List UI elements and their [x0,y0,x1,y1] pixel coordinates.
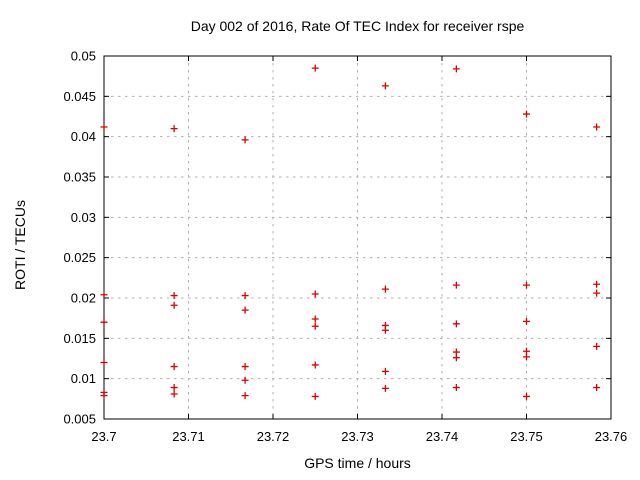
data-point-marker [100,318,108,326]
x-tick-label: 23.73 [341,429,374,444]
x-tick-label: 23.76 [595,429,628,444]
y-tick-label: 0.025 [63,250,96,265]
x-tick-label: 23.72 [257,429,290,444]
data-point-marker [311,322,319,330]
y-tick-label: 0.03 [71,210,96,225]
x-axis-label: GPS time / hours [304,455,411,471]
data-point-marker [452,354,460,362]
data-point-marker [100,291,108,299]
data-point-marker [170,390,178,398]
data-point-marker [523,353,530,361]
data-point-marker [381,384,389,392]
x-tick-label: 23.75 [510,429,543,444]
data-point-marker [241,363,249,371]
data-point-marker [311,361,319,369]
data-point-marker [170,301,178,309]
y-tick-label: 0.045 [63,89,96,104]
y-tick-label: 0.05 [71,49,96,64]
data-point-marker [523,317,530,325]
data-point-marker [241,306,249,314]
x-tick-label: 23.74 [426,429,459,444]
x-tick-label: 23.7 [91,429,116,444]
data-point-marker [593,384,601,392]
y-tick-label: 0.04 [71,129,96,144]
data-point-marker [452,65,460,73]
data-point-marker [311,315,319,323]
data-point-marker [593,289,601,297]
data-point-marker [170,125,178,133]
x-tick-label: 23.71 [172,429,205,444]
y-tick-label: 0.005 [63,412,96,427]
data-point-marker [381,367,389,375]
data-point-marker [170,384,178,392]
data-point-marker [241,136,249,144]
data-point-marker [241,392,249,400]
data-point-marker [100,123,108,131]
data-point-marker [100,392,108,400]
data-point-marker [311,64,319,72]
data-point-marker [170,292,178,300]
data-point-marker [241,376,249,384]
y-tick-label: 0.015 [63,331,96,346]
data-point-marker [381,82,389,90]
data-point-marker [452,281,460,289]
data-point-marker [311,290,319,298]
data-point-marker [241,292,249,300]
data-point-marker [381,326,389,334]
data-point-marker [593,342,601,350]
chart-title: Day 002 of 2016, Rate Of TEC Index for r… [190,18,525,34]
y-tick-label: 0.035 [63,170,96,185]
data-point-marker [381,285,389,293]
data-point-marker [593,280,601,288]
y-tick-label: 0.02 [71,291,96,306]
data-point-marker [452,384,460,392]
data-point-marker [523,110,530,118]
data-point-marker [523,392,530,400]
data-point-marker [311,392,319,400]
data-point-marker [170,363,178,371]
y-tick-label: 0.01 [71,371,96,386]
data-point-marker [593,123,601,131]
data-point-marker [100,359,108,367]
data-point-marker [523,281,530,289]
data-point-marker [452,320,460,328]
